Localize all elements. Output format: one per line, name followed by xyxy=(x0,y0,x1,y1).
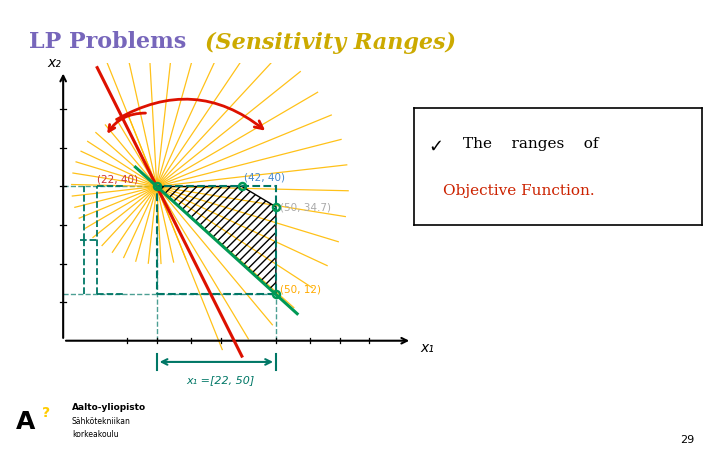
FancyArrowPatch shape xyxy=(109,113,145,131)
Text: (50, 12): (50, 12) xyxy=(280,284,321,294)
Text: Sähkötekniikan: Sähkötekniikan xyxy=(72,417,131,426)
Text: ?: ? xyxy=(42,406,50,420)
Text: x₂: x₂ xyxy=(48,56,62,70)
Text: korkeakoulu: korkeakoulu xyxy=(72,430,119,439)
FancyArrowPatch shape xyxy=(117,99,263,129)
Text: The    ranges    of: The ranges of xyxy=(463,137,598,151)
Text: Objective Function.: Objective Function. xyxy=(443,184,595,198)
Text: A: A xyxy=(16,410,35,433)
Text: Aalto-yliopisto: Aalto-yliopisto xyxy=(72,403,146,412)
Text: LP Problems: LP Problems xyxy=(29,32,194,54)
Text: 29: 29 xyxy=(680,435,695,445)
Text: x₁: x₁ xyxy=(420,342,434,356)
Text: x₁ =[22, 50]: x₁ =[22, 50] xyxy=(186,375,255,385)
Text: (22, 40): (22, 40) xyxy=(97,175,138,184)
Text: ✓: ✓ xyxy=(428,137,444,155)
Text: (42, 40): (42, 40) xyxy=(244,173,285,183)
Text: (50, 34.7): (50, 34.7) xyxy=(280,203,331,213)
Text: (Sensitivity Ranges): (Sensitivity Ranges) xyxy=(205,32,456,54)
